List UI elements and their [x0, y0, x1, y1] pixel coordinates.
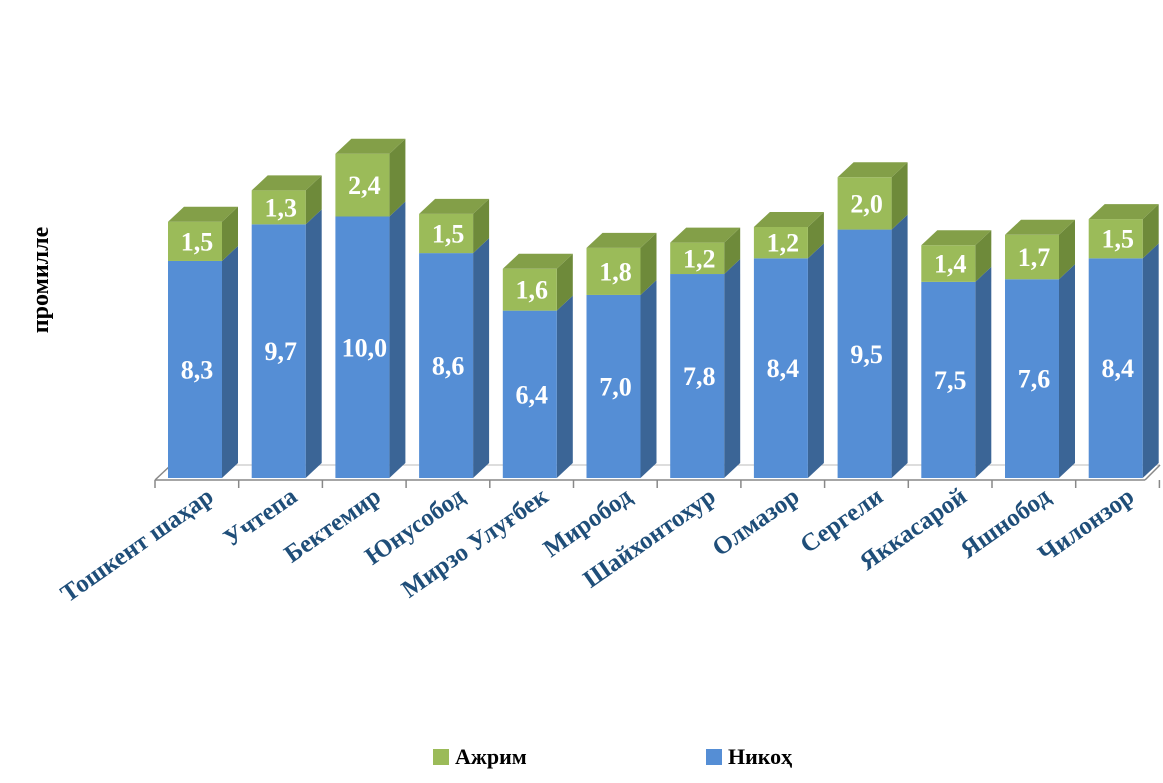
data-label-nikoh: 8,4: [1101, 354, 1134, 383]
bar-top-azhrim: [586, 232, 657, 248]
x-axis-end-edge: [1144, 464, 1161, 481]
bar-top-azhrim: [921, 230, 992, 246]
data-label-nikoh: 8,3: [181, 355, 214, 384]
bar-azhrim: [1088, 219, 1143, 259]
bar-side-nikoh: [807, 243, 824, 478]
bar-azhrim: [670, 242, 725, 275]
category-label: Олмазор: [708, 483, 805, 562]
data-label-azhrim: 2,0: [850, 189, 883, 218]
data-label-azhrim: 1,3: [264, 193, 297, 222]
data-label-azhrim: 1,2: [683, 244, 716, 273]
bar-side-nikoh: [1142, 243, 1159, 478]
bar-side-nikoh: [222, 245, 238, 478]
legend: Ажрим Никоҳ: [0, 744, 1163, 774]
legend-swatch-nikoh: [706, 749, 722, 765]
bar-side-azhrim: [1059, 219, 1075, 280]
category-label: Чилонзор: [1034, 483, 1140, 568]
bar-side-azhrim: [556, 253, 573, 311]
bar-nikoh: [419, 253, 474, 478]
bar-azhrim: [837, 177, 892, 230]
bar-nikoh: [251, 224, 306, 478]
bar-side-nikoh: [473, 238, 490, 478]
legend-item-azhrim: Ажрим: [433, 744, 527, 770]
bar-top-azhrim: [168, 206, 238, 222]
bar-top-azhrim: [837, 162, 908, 178]
bar-side-azhrim: [389, 138, 406, 217]
bar-top-azhrim: [502, 253, 573, 269]
bar-azhrim: [586, 247, 641, 295]
data-label-nikoh: 7,6: [1018, 365, 1051, 394]
data-label-nikoh: 9,5: [850, 340, 883, 369]
bar-side-azhrim: [222, 206, 238, 261]
category-label: Мирзо Улуғбек: [397, 482, 554, 603]
bar-azhrim: [419, 213, 474, 254]
bar-nikoh: [670, 274, 725, 478]
bar-top-azhrim: [1005, 219, 1075, 235]
bar-azhrim: [251, 190, 306, 225]
data-label-azhrim: 1,8: [599, 257, 632, 286]
data-label-azhrim: 1,2: [767, 229, 800, 258]
data-label-nikoh: 7,8: [683, 362, 716, 391]
data-label-nikoh: 6,4: [516, 380, 549, 409]
data-label-azhrim: 1,4: [934, 250, 967, 279]
legend-swatch-azhrim: [433, 749, 449, 765]
legend-item-nikoh: Никоҳ: [706, 744, 792, 770]
bar-azhrim: [168, 221, 222, 261]
bar-side-nikoh: [975, 266, 992, 478]
bar-nikoh: [921, 281, 976, 478]
data-label-azhrim: 2,4: [348, 171, 381, 200]
data-label-nikoh: 7,0: [599, 372, 632, 401]
bar-top-azhrim: [419, 198, 490, 214]
bar-azhrim: [335, 153, 390, 217]
bar-side-nikoh: [640, 279, 657, 478]
bar-nikoh: [1005, 279, 1059, 478]
data-label-nikoh: 9,7: [264, 337, 297, 366]
data-label-azhrim: 1,5: [1101, 225, 1134, 254]
bar-nikoh: [837, 229, 892, 478]
bar-azhrim: [1005, 234, 1059, 280]
data-label-azhrim: 1,6: [516, 276, 549, 305]
data-label-azhrim: 1,5: [181, 227, 214, 256]
bar-side-azhrim: [473, 198, 490, 254]
bar-top-azhrim: [335, 138, 406, 154]
bar-nikoh: [168, 260, 222, 478]
bar-top-azhrim: [1088, 204, 1159, 220]
bar-side-nikoh: [891, 214, 908, 478]
bar-side-azhrim: [305, 175, 322, 225]
bar-side-azhrim: [640, 232, 657, 295]
data-label-azhrim: 1,7: [1018, 243, 1051, 272]
bar-azhrim: [921, 245, 976, 282]
data-label-azhrim: 1,5: [432, 219, 465, 248]
bar-top-azhrim: [753, 211, 824, 227]
bar-azhrim: [753, 226, 808, 259]
bar-side-azhrim: [975, 230, 992, 282]
bar-side-azhrim: [1142, 204, 1159, 259]
category-label: Тошкент шаҳар: [56, 483, 219, 608]
legend-label-nikoh: Никоҳ: [728, 744, 793, 769]
legend-label-azhrim: Ажрим: [455, 744, 527, 769]
bar-nikoh: [586, 294, 641, 478]
bar-side-nikoh: [389, 201, 406, 478]
bar-side-nikoh: [1059, 264, 1075, 478]
bar-side-azhrim: [724, 227, 741, 275]
bar-nikoh: [753, 258, 808, 478]
bar-top-azhrim: [670, 227, 741, 243]
data-label-nikoh: 10,0: [342, 333, 388, 362]
data-label-nikoh: 8,6: [432, 352, 465, 381]
bar-side-nikoh: [556, 295, 573, 478]
bar-azhrim: [502, 268, 557, 311]
y-axis-label: промилле: [28, 226, 54, 333]
bar-side-azhrim: [891, 162, 908, 230]
data-label-nikoh: 8,4: [767, 354, 800, 383]
bar-top-azhrim: [251, 175, 322, 191]
bar-nikoh: [1088, 258, 1143, 478]
bar-side-nikoh: [305, 209, 322, 478]
bar-nikoh: [335, 216, 390, 478]
bar-nikoh: [502, 310, 557, 478]
bar-side-nikoh: [724, 259, 741, 478]
data-label-nikoh: 7,5: [934, 366, 967, 395]
bar-side-azhrim: [807, 211, 824, 259]
